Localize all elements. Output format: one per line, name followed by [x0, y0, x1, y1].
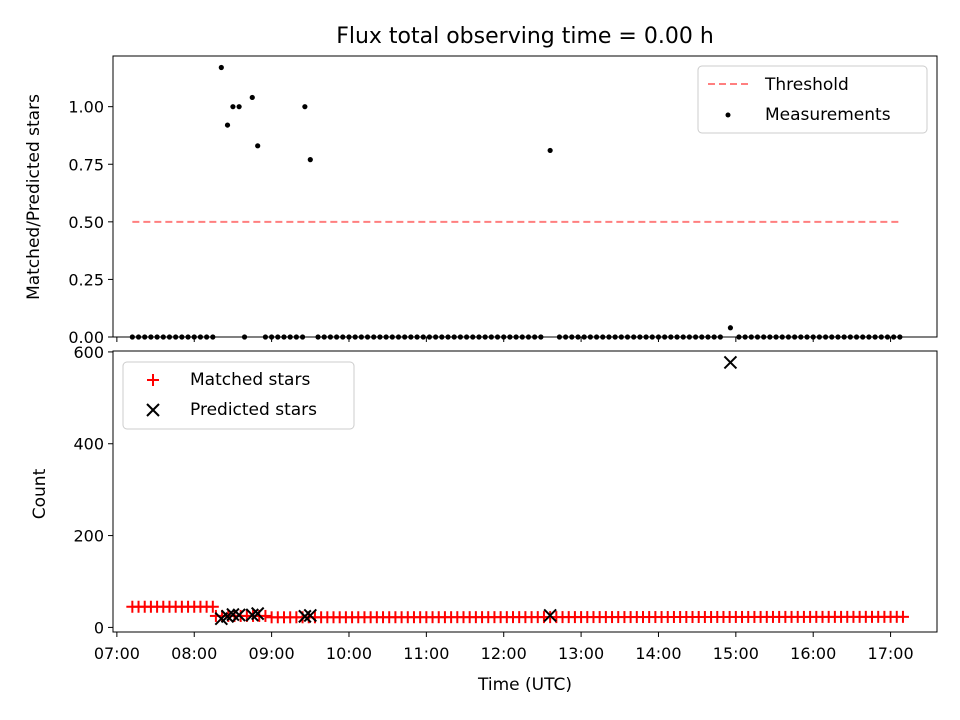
top-y-axis-label: Matched/Predicted stars — [24, 94, 44, 300]
measurement-point — [307, 157, 313, 163]
legend-matched-swatch — [147, 374, 159, 386]
top-y-ticks: 0.00 0.25 0.50 0.75 1.00 — [68, 98, 113, 347]
top-y-tick-label: 0.00 — [68, 328, 104, 347]
bottom-y-tick-label: 0 — [94, 618, 104, 637]
x-tick-label: 13:00 — [558, 644, 604, 663]
x-tick-label: 10:00 — [326, 644, 372, 663]
measurement-point — [302, 104, 308, 110]
legend-predicted-swatch — [146, 403, 160, 417]
measurement-point — [255, 143, 261, 149]
x-tick-label: 15:00 — [713, 644, 759, 663]
top-y-tick-label: 0.75 — [68, 155, 104, 174]
top-y-tick-label: 1.00 — [68, 98, 104, 117]
x-tick-label: 07:00 — [94, 644, 140, 663]
top-legend-box — [697, 65, 928, 134]
x-tick-label: 16:00 — [790, 644, 836, 663]
measurement-point — [727, 325, 734, 331]
x-tick-label: 14:00 — [635, 644, 681, 663]
legend-measurements-swatch — [725, 112, 731, 118]
x-tick-label: 17:00 — [868, 644, 914, 663]
bottom-y-axis-label: Count — [30, 468, 50, 519]
legend-predicted-label: Predicted stars — [190, 400, 317, 420]
matched-star-point — [206, 600, 219, 613]
bottom-panel: 0 200 400 600 07:00 08:00 09:00 10:00 11:00 12:0… — [30, 343, 938, 695]
top-panel: Flux total observing time = 0.00 h 0.000… — [24, 24, 938, 347]
predicted-star-point — [298, 609, 312, 624]
predicted-stars-points — [214, 355, 738, 626]
bottom-y-ticks: 0 200 400 600 — [73, 343, 113, 637]
bottom-axes-border — [112, 350, 938, 633]
matched-star-point — [259, 609, 272, 622]
predicted-star-point — [232, 608, 246, 622]
top-y-tick-label: 0.50 — [68, 213, 104, 232]
x-tick-label: 09:00 — [249, 644, 295, 663]
legend-threshold-label: Threshold — [764, 75, 849, 95]
x-tick-label: 08:00 — [171, 644, 217, 663]
bottom-legend: Matched stars Predicted stars — [122, 361, 355, 430]
measurement-point — [224, 122, 231, 128]
legend-matched-label: Matched stars — [190, 370, 310, 390]
top-legend: Threshold Measurements — [697, 65, 928, 134]
predicted-star-point — [723, 355, 738, 370]
x-tick-label: 11:00 — [403, 644, 449, 663]
top-y-tick-label: 0.25 — [68, 270, 104, 289]
top-axes-border — [112, 55, 938, 338]
measurement-point — [218, 64, 224, 71]
legend-measurements-label: Measurements — [765, 105, 891, 125]
predicted-star-point — [543, 608, 557, 623]
predicted-star-point — [303, 608, 318, 623]
measurement-point — [547, 147, 553, 154]
bottom-y-tick-label: 400 — [73, 435, 104, 454]
bottom-y-tick-label: 200 — [73, 527, 104, 546]
matched-star-point — [896, 610, 909, 623]
bottom-y-tick-label: 600 — [73, 343, 104, 362]
measurement-point — [236, 104, 242, 110]
measurement-point — [230, 104, 236, 110]
bottom-x-ticks: 07:00 08:00 09:00 10:00 11:00 12:00 13:00 14:00… — [94, 632, 914, 663]
bottom-legend-box — [122, 361, 355, 430]
x-tick-label: 12:00 — [481, 644, 527, 663]
measurement-point — [249, 94, 255, 101]
matched-stars-points — [126, 600, 909, 624]
predicted-star-point — [250, 606, 265, 621]
chart-title: Flux total observing time = 0.00 h — [336, 24, 714, 49]
x-axis-label: Time (UTC) — [477, 675, 572, 695]
top-x-ticks — [116, 337, 892, 342]
